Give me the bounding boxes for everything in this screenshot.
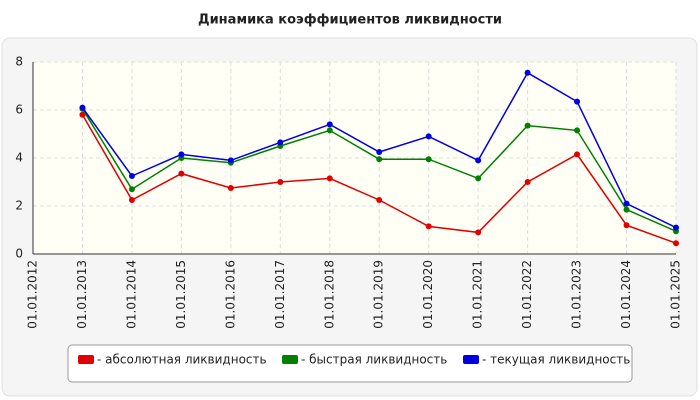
x-tick-label: 01.01.2015 xyxy=(174,260,188,329)
point xyxy=(524,179,531,185)
y-tick-label: 6 xyxy=(15,103,23,117)
point xyxy=(475,175,482,182)
legend xyxy=(67,344,633,383)
x-tick-label: 01.01.2024 xyxy=(619,260,633,329)
point xyxy=(128,197,135,203)
point xyxy=(376,149,383,155)
point xyxy=(425,156,432,163)
y-tick-label: 0 xyxy=(15,247,23,261)
x-tick-label: 01.01.2012 xyxy=(26,260,40,329)
x-tick-label: 01.01.2017 xyxy=(273,260,287,329)
point xyxy=(623,206,630,213)
point xyxy=(524,122,531,129)
point xyxy=(376,156,383,163)
point xyxy=(475,157,482,164)
point xyxy=(326,121,333,128)
point xyxy=(277,179,284,185)
point xyxy=(227,157,234,164)
point xyxy=(326,127,333,134)
point xyxy=(79,104,86,111)
x-tick-label: 01.01.2020 xyxy=(421,260,435,329)
x-tick-label: 01.01.2014 xyxy=(124,260,138,329)
x-tick-label: 01.01.2022 xyxy=(520,260,534,329)
y-tick-label: 8 xyxy=(15,55,23,69)
point xyxy=(178,151,185,158)
legend-swatch xyxy=(282,355,298,364)
x-tick-label: 01.01.2018 xyxy=(322,260,336,329)
point xyxy=(574,151,581,158)
point xyxy=(425,223,432,230)
y-tick-label: 4 xyxy=(15,151,23,165)
point xyxy=(128,186,135,193)
point xyxy=(277,139,284,146)
point xyxy=(673,224,679,231)
x-tick-label: 01.01.2023 xyxy=(570,260,584,329)
x-tick-label: 01.01.2025 xyxy=(669,260,683,329)
point xyxy=(574,127,581,134)
legend-label: - абсолютная ликвидность xyxy=(97,353,267,367)
y-tick-label: 2 xyxy=(15,199,23,213)
x-tick-label: 01.01.2016 xyxy=(223,260,237,329)
point xyxy=(128,173,135,179)
point xyxy=(524,69,531,76)
point xyxy=(574,98,581,105)
legend-swatch xyxy=(463,355,479,364)
x-tick-label: 01.01.2013 xyxy=(75,260,89,329)
point xyxy=(673,240,679,247)
point xyxy=(326,175,333,182)
legend-label: - быстрая ликвидность xyxy=(301,353,447,367)
point xyxy=(376,197,383,203)
x-tick-label: 01.01.2019 xyxy=(372,260,386,329)
point xyxy=(425,133,432,140)
chart-title: Динамика коэффициентов ликвидности xyxy=(198,13,502,28)
point xyxy=(79,111,86,118)
point xyxy=(623,200,630,207)
point xyxy=(178,170,185,177)
point xyxy=(623,222,630,229)
x-tick-label: 01.01.2021 xyxy=(471,260,485,329)
point xyxy=(227,185,234,191)
legend-swatch xyxy=(78,355,94,364)
point xyxy=(475,229,482,236)
legend-label: - текущая ликвидность xyxy=(482,353,630,367)
